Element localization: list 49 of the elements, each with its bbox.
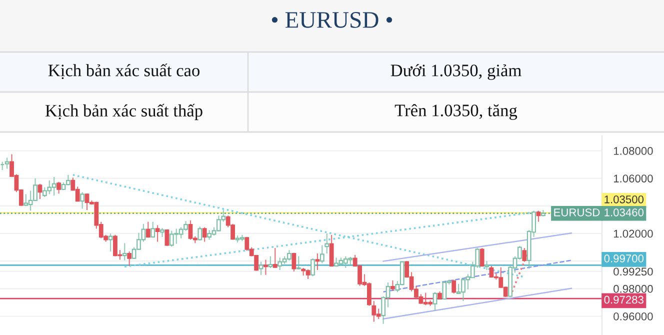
candlestick [522,247,527,262]
candlestick [296,256,301,270]
candlestick [329,234,334,266]
candlestick [146,221,150,238]
candlestick [155,224,160,242]
text: Dưới 1.0350, giảm [390,64,522,80]
text: Trên 1.0350, tăng [394,104,518,120]
candlestick [150,221,156,238]
candlestick [272,247,278,269]
candlestick [38,183,42,200]
candlestick [432,292,438,312]
candlestick [258,261,264,276]
candlestick [268,256,273,269]
candlestick [480,247,484,268]
y-tick-label: 0.98000 [614,284,653,293]
candlestick [56,181,61,194]
candlestick [164,228,170,246]
candlestick [264,259,268,276]
candlestick [202,226,207,242]
chart-title: • EURUSD • [272,12,392,28]
text: Kịch bản xác suất thấp [45,104,202,120]
annotation: EURUSD [554,208,600,216]
candlestick [80,192,85,210]
y-tick-label: 0.96000 [614,312,653,320]
candlestick [320,244,324,264]
candlestick [198,226,202,241]
y-tick-label: 1.02000 [614,230,653,238]
y-tick-label: 0.99250 [614,268,653,276]
y-tick-label: 1.06000 [614,174,653,182]
candlestick [278,257,282,271]
candlestick [4,157,10,170]
candlestick [452,279,456,294]
ref-line-label: 1.03500 [604,195,644,204]
candlestick [484,260,489,271]
candlestick [315,252,320,271]
candlestick [108,232,113,252]
candlestick [292,252,296,272]
candlestick [127,250,132,266]
ref-line-label: 1.03460 [604,208,644,216]
candlestick [536,210,541,222]
candlestick [390,280,395,292]
candlestick [324,232,330,254]
candlestick [122,242,127,261]
candlestick [160,227,164,238]
y-tick-label: 1.08000 [614,147,653,155]
ref-line-label: 0.99700 [604,254,644,262]
candlestick [310,258,315,277]
ref-line-label: 0.97283 [604,296,644,304]
text: Kịch bản xác suất cao [48,64,200,80]
